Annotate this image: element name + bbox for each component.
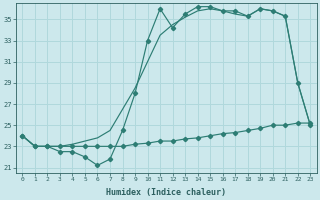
- X-axis label: Humidex (Indice chaleur): Humidex (Indice chaleur): [106, 188, 226, 197]
